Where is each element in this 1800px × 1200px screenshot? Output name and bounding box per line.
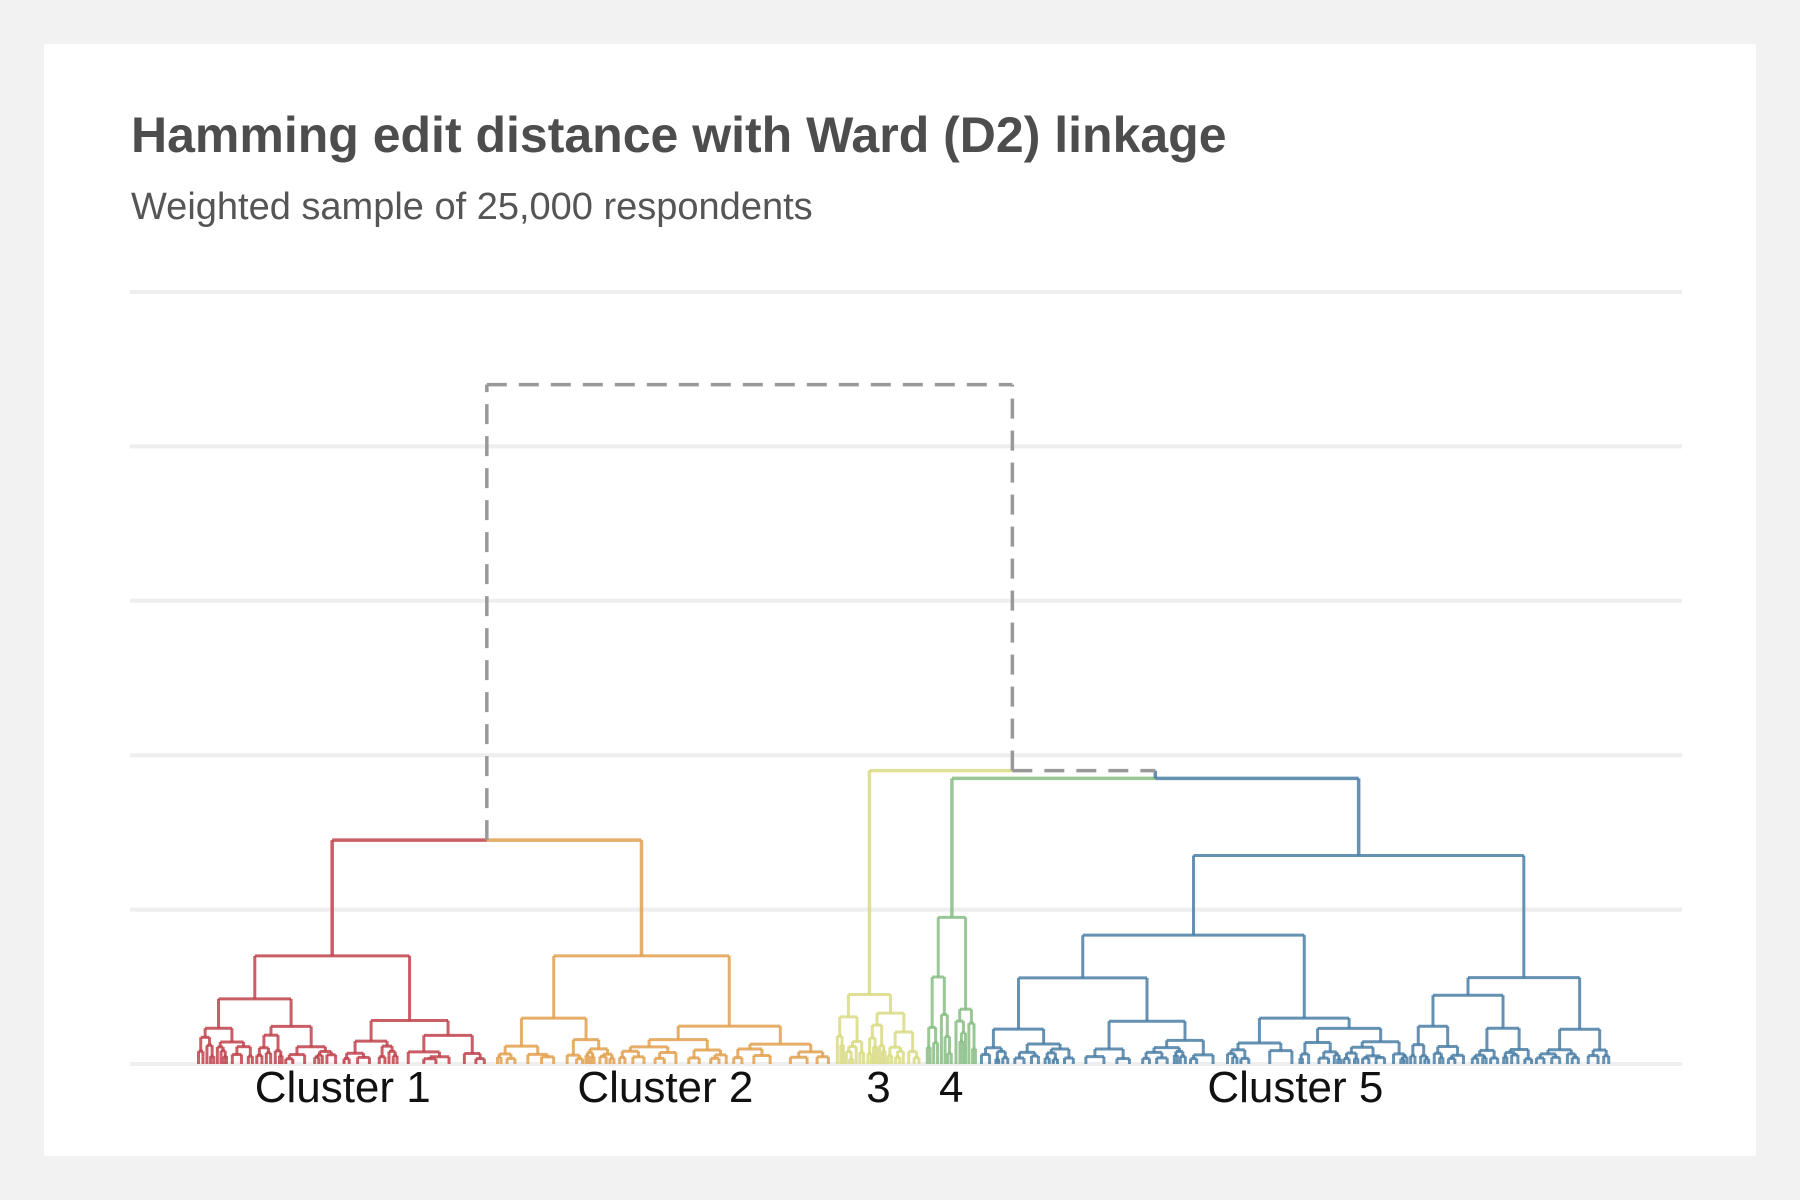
cluster-label: Cluster 5 (1207, 1063, 1383, 1112)
gridlines (130, 290, 1682, 1066)
chart-title: Hamming edit distance with Ward (D2) lin… (131, 107, 1227, 163)
cluster-label: Cluster 1 (255, 1063, 431, 1112)
cluster-label: 4 (939, 1063, 963, 1112)
dendrogram-tree (197, 382, 1611, 1064)
chart-subtitle: Weighted sample of 25,000 respondents (131, 186, 813, 228)
cluster-labels: Cluster 1 Cluster 2 3 4 Cluster 5 (255, 1063, 1384, 1112)
cluster-label: 3 (866, 1063, 890, 1112)
cluster-label: Cluster 2 (577, 1063, 753, 1112)
